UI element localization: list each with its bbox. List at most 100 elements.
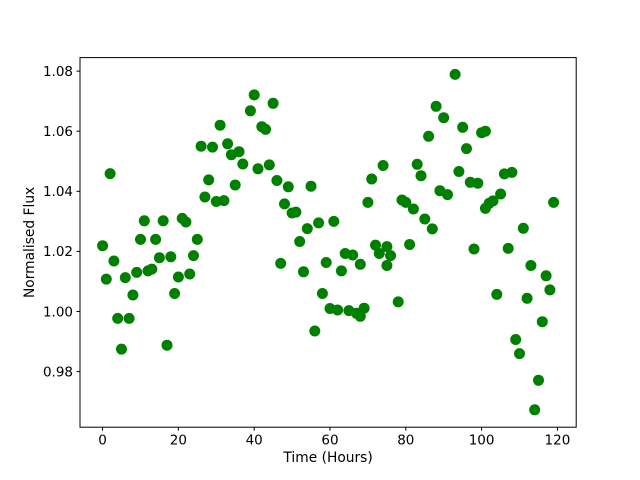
data-point [495, 188, 507, 200]
data-point [203, 174, 215, 186]
data-point [438, 112, 450, 124]
data-point [411, 158, 423, 170]
data-point [172, 271, 184, 283]
data-point [392, 296, 404, 308]
data-point [514, 348, 525, 360]
y-tick-label: 0.98 [43, 364, 73, 380]
data-point [305, 180, 317, 192]
data-point [502, 242, 514, 254]
data-point [108, 255, 120, 267]
data-point [146, 263, 158, 275]
data-point [521, 292, 533, 304]
data-point [400, 196, 412, 208]
data-point [544, 284, 556, 296]
data-point [430, 100, 442, 112]
data-point [263, 159, 275, 171]
data-point [316, 288, 328, 299]
data-point [298, 266, 309, 278]
data-point [419, 213, 431, 225]
x-tick-label: 40 [246, 433, 263, 449]
data-point [536, 316, 548, 328]
data-point [282, 181, 294, 193]
axes-frame [79, 57, 577, 428]
x-tick-label: 100 [469, 433, 495, 449]
x-axis-ticks: 0 20 40 60 80 100 120 [98, 427, 570, 449]
data-point [533, 374, 544, 386]
data-point [328, 215, 340, 227]
data-point [180, 216, 192, 228]
data-point [138, 215, 150, 227]
data-point [332, 304, 344, 316]
data-point [468, 243, 480, 255]
data-point [267, 97, 279, 109]
data-point [426, 223, 438, 235]
x-tick-label: 20 [170, 433, 187, 449]
data-point [548, 196, 560, 208]
data-point [275, 257, 287, 269]
scatter-points [97, 68, 560, 416]
data-point [290, 206, 302, 218]
data-point [165, 251, 177, 263]
data-point [517, 222, 529, 234]
data-point [461, 143, 472, 155]
data-point [127, 289, 139, 301]
data-point [479, 125, 491, 137]
data-point [453, 166, 465, 177]
y-tick-label: 1.02 [43, 244, 73, 260]
data-point [199, 191, 211, 203]
data-point [119, 272, 131, 284]
data-point [335, 265, 347, 277]
data-point [207, 141, 218, 153]
data-point [123, 312, 135, 324]
data-point [370, 239, 381, 251]
data-point [191, 233, 203, 245]
y-tick-label: 1.04 [43, 184, 73, 200]
data-point [294, 236, 306, 247]
data-point [362, 196, 374, 208]
data-point [354, 258, 366, 270]
data-point [385, 250, 397, 262]
data-point [442, 189, 453, 201]
data-point [510, 334, 522, 345]
x-tick-label: 0 [98, 433, 107, 449]
data-point [457, 121, 469, 133]
data-point [237, 158, 249, 170]
data-point [248, 89, 260, 101]
data-point [540, 270, 552, 282]
data-point [169, 288, 181, 299]
data-point [279, 198, 290, 210]
data-point [506, 166, 518, 178]
data-point [157, 215, 169, 227]
data-point [260, 123, 272, 135]
x-axis-title: Time (Hours) [282, 450, 372, 466]
data-point [404, 239, 416, 250]
data-point [222, 138, 234, 150]
data-point [358, 302, 370, 314]
data-point [153, 252, 165, 264]
data-point [377, 160, 389, 171]
data-point [423, 130, 435, 142]
data-point [229, 179, 241, 191]
data-point [449, 68, 461, 80]
x-tick-label: 60 [321, 433, 338, 449]
y-axis-title: Normalised Flux [22, 187, 38, 298]
data-point [233, 146, 245, 158]
data-point [381, 241, 393, 253]
data-point [313, 217, 325, 229]
data-point [97, 240, 109, 252]
y-axis-ticks: 0.98 1.00 1.02 1.04 1.06 1.08 [43, 64, 80, 380]
data-point [415, 170, 427, 182]
data-point [218, 195, 230, 207]
data-point [195, 140, 207, 152]
data-point [373, 248, 385, 259]
data-point [112, 312, 124, 324]
data-point [214, 119, 226, 131]
data-point [529, 404, 541, 416]
data-point [131, 266, 143, 278]
data-point [161, 339, 173, 351]
data-point [407, 203, 419, 215]
data-point [347, 249, 359, 261]
data-point [271, 175, 283, 186]
data-point [472, 177, 484, 189]
